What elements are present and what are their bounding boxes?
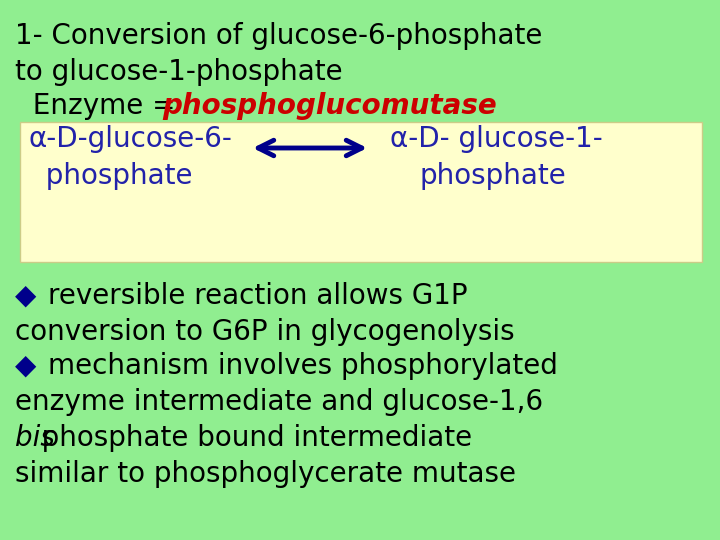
Text: ◆: ◆ — [15, 282, 37, 310]
Text: phosphate: phosphate — [420, 162, 567, 190]
Text: bis: bis — [15, 424, 55, 452]
Text: α-D- glucose-1-: α-D- glucose-1- — [390, 125, 603, 153]
Text: 1- Conversion of glucose-6-phosphate: 1- Conversion of glucose-6-phosphate — [15, 22, 542, 50]
Text: reversible reaction allows G1P: reversible reaction allows G1P — [48, 282, 467, 310]
Text: enzyme intermediate and glucose-1,6: enzyme intermediate and glucose-1,6 — [15, 388, 543, 416]
Text: α-D-glucose-6-: α-D-glucose-6- — [28, 125, 232, 153]
Text: similar to phosphoglycerate mutase: similar to phosphoglycerate mutase — [15, 460, 516, 488]
Text: phosphate: phosphate — [28, 162, 192, 190]
Text: phosphate bound intermediate: phosphate bound intermediate — [15, 424, 472, 452]
FancyBboxPatch shape — [20, 122, 702, 262]
Text: Enzyme =: Enzyme = — [15, 92, 184, 120]
Text: conversion to G6P in glycogenolysis: conversion to G6P in glycogenolysis — [15, 318, 515, 346]
Text: to glucose-1-phosphate: to glucose-1-phosphate — [15, 58, 343, 86]
Text: mechanism involves phosphorylated: mechanism involves phosphorylated — [48, 352, 558, 380]
Text: phosphoglucomutase: phosphoglucomutase — [162, 92, 497, 120]
Text: ◆: ◆ — [15, 352, 37, 380]
